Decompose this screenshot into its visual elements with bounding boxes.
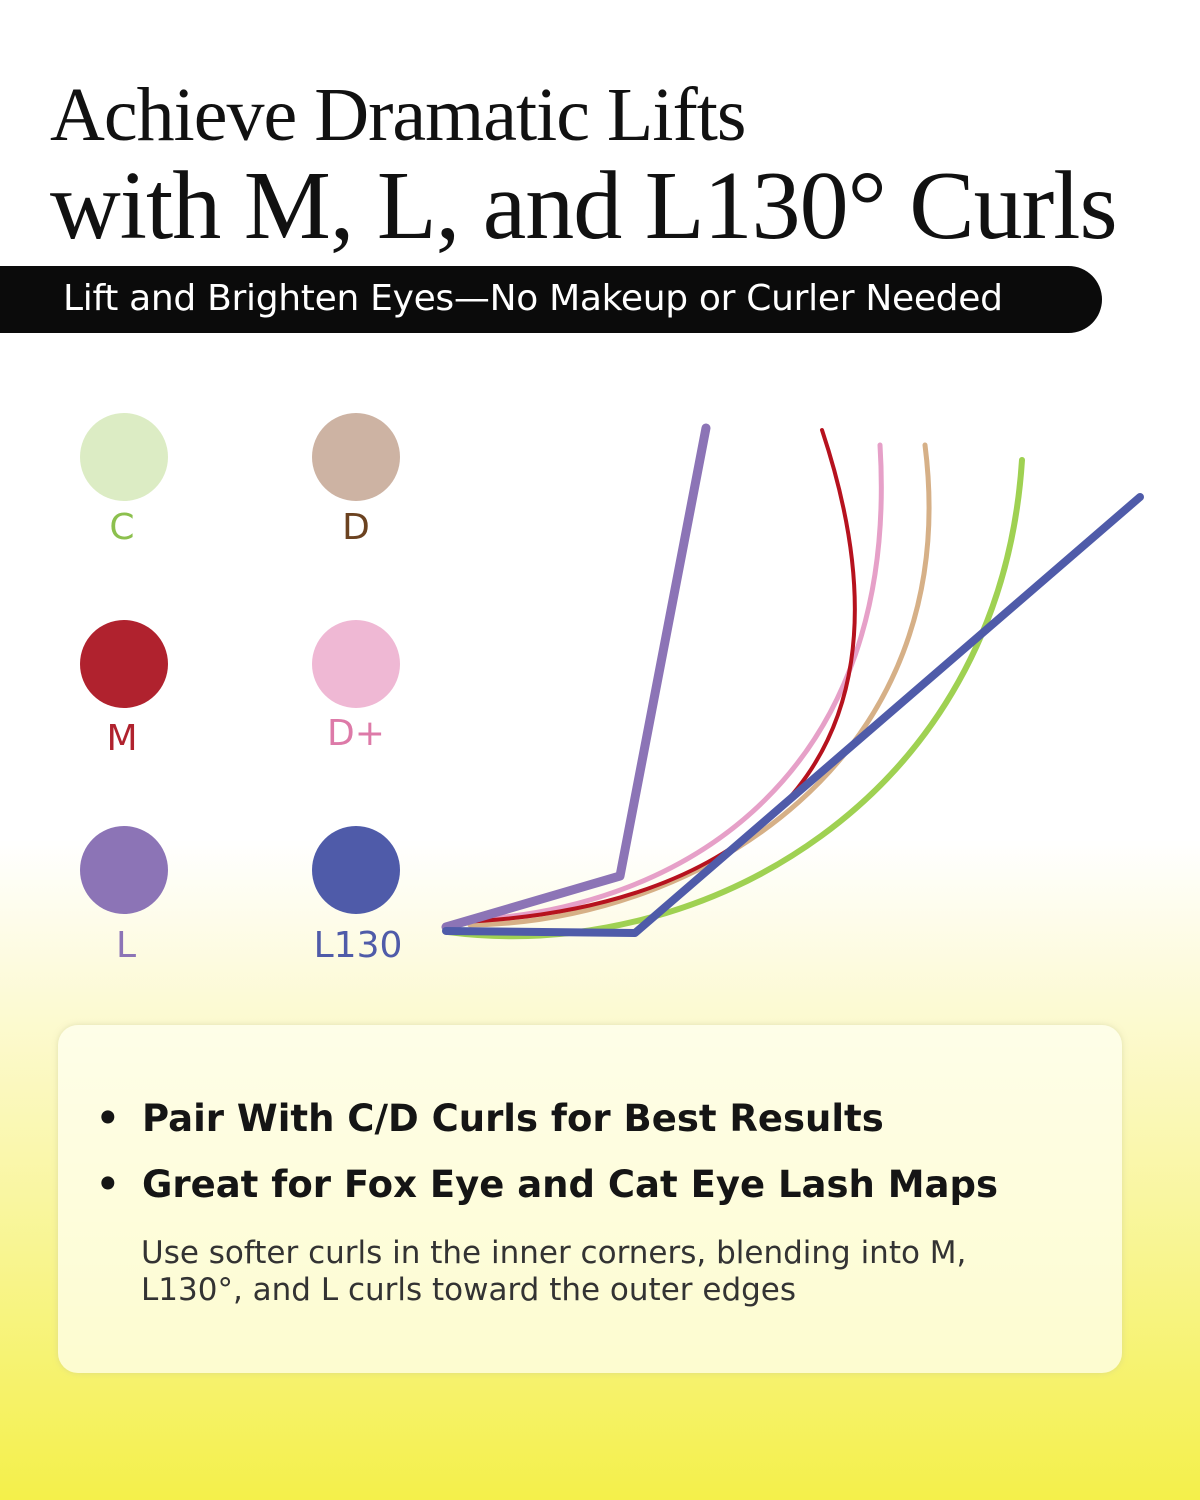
legend-label-l130: L130 [313, 925, 403, 966]
bullet-item: • Great for Fox Eye and Cat Eye Lash Maps [96, 1163, 998, 1206]
legend-dot-l130 [312, 826, 400, 914]
bullet-text: Great for Fox Eye and Cat Eye Lash Maps [142, 1163, 999, 1206]
curl-c-curve [445, 457, 1025, 940]
headline-line-2: with M, L, and L130° Curls [50, 152, 1118, 260]
legend-label-l: L [115, 925, 137, 966]
legend-dot-m [80, 620, 168, 708]
headline-line-1: Achieve Dramatic Lifts [50, 73, 746, 157]
legend-label-m: M [106, 718, 138, 759]
bullet-item: • Pair With C/D Curls for Best Results [96, 1097, 884, 1140]
curl-l130-curve [442, 493, 1144, 937]
tips-card [58, 1025, 1122, 1373]
curl-dplus-curve [467, 442, 884, 923]
legend-label-dplus: D+ [327, 713, 385, 754]
legend-label-d: D [342, 507, 370, 548]
bullet-symbol: • [96, 1163, 120, 1206]
curl-l-curve [441, 423, 711, 932]
bullet-symbol: • [96, 1097, 120, 1140]
legend-dot-c [80, 413, 168, 501]
tip-note: Use softer curls in the inner corners, b… [141, 1235, 967, 1308]
banner-text: Lift and Brighten Eyes—No Makeup or Curl… [63, 278, 1003, 319]
legend-dot-dplus [312, 620, 400, 708]
bullet-text: Pair With C/D Curls for Best Results [142, 1097, 884, 1140]
legend-dot-d [312, 413, 400, 501]
legend-dot-l [80, 826, 168, 914]
legend-label-c: C [109, 507, 135, 548]
curl-d-curve [467, 442, 932, 928]
subtitle-banner: Lift and Brighten Eyes—No Makeup or Curl… [0, 266, 1102, 333]
